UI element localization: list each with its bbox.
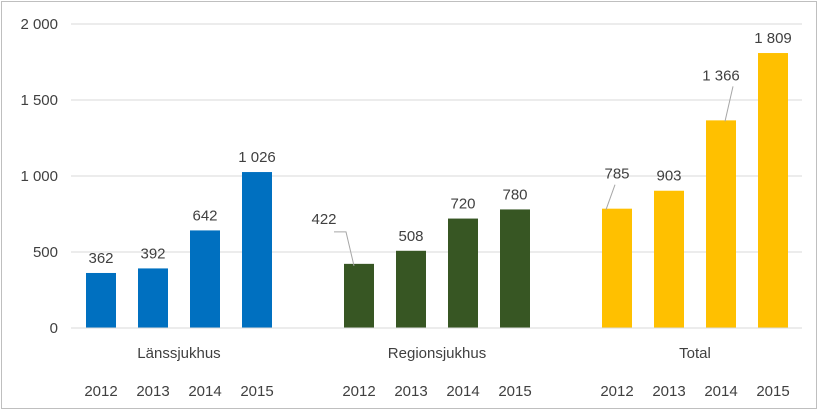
data-label: 422 [311,211,336,228]
leader-line [605,184,616,210]
y-tick-label: 2 000 [20,16,58,33]
data-labels: 362 392 642 1 026 422 508 720 780 785 903 1 366 1 8… [88,30,791,267]
y-tick-label: 0 [50,320,58,337]
bar-Total-2014 [706,120,736,328]
x-tick-year: 2015 [240,383,273,400]
x-tick-year: 2015 [498,383,531,400]
x-tick-year: 2013 [394,383,427,400]
bar-Regionsjukhus-2014 [448,218,478,328]
data-label: 642 [192,207,217,224]
data-label: 903 [656,168,681,185]
bar-Total-2015 [758,53,788,328]
bar-Länssjukhus-2014 [190,230,220,328]
bar-Regionsjukhus-2015 [500,209,530,328]
data-label: 720 [450,196,475,213]
bar-Total-2012 [602,208,632,328]
data-label: 1 366 [702,67,740,84]
x-tick-year: 2014 [446,383,479,400]
data-label: 785 [604,166,629,183]
y-tick-label: 500 [33,244,58,261]
group-label: Total [679,345,711,362]
y-tick-label: 1 000 [20,168,58,185]
bar-Total-2013 [654,190,684,328]
x-tick-year: 2014 [188,383,221,400]
x-tick-year: 2015 [756,383,789,400]
y-tick-label: 1 500 [20,92,58,109]
data-label: 392 [140,245,165,262]
bar-Länssjukhus-2015 [242,172,272,328]
x-tick-year: 2013 [652,383,685,400]
group-label: Regionsjukhus [388,345,486,362]
group-label: Länssjukhus [137,345,220,362]
leader-lines [334,86,734,266]
bar-Regionsjukhus-2013 [396,250,426,328]
y-axis: 0 500 1 000 1 500 2 000 [20,16,58,337]
bar-Länssjukhus-2013 [138,268,168,328]
x-tick-year: 2012 [600,383,633,400]
data-label: 1 026 [238,149,276,166]
x-tick-year: 2014 [704,383,737,400]
leader-line [334,231,355,266]
data-label: 1 809 [754,30,792,47]
x-tick-year: 2012 [342,383,375,400]
data-label: 508 [398,228,423,245]
data-label: 362 [88,250,113,267]
x-tick-year: 2013 [136,383,169,400]
x-axis: 2012 2013 2014 2015 Länssjukhus 2012 2013 2014 2… [71,327,802,400]
gridlines [71,23,802,253]
x-tick-year: 2012 [84,383,117,400]
leader-line [724,86,734,122]
bar-Länssjukhus-2012 [86,272,116,328]
bars [86,53,788,328]
data-label: 780 [502,186,527,203]
bar-Regionsjukhus-2012 [344,263,374,328]
